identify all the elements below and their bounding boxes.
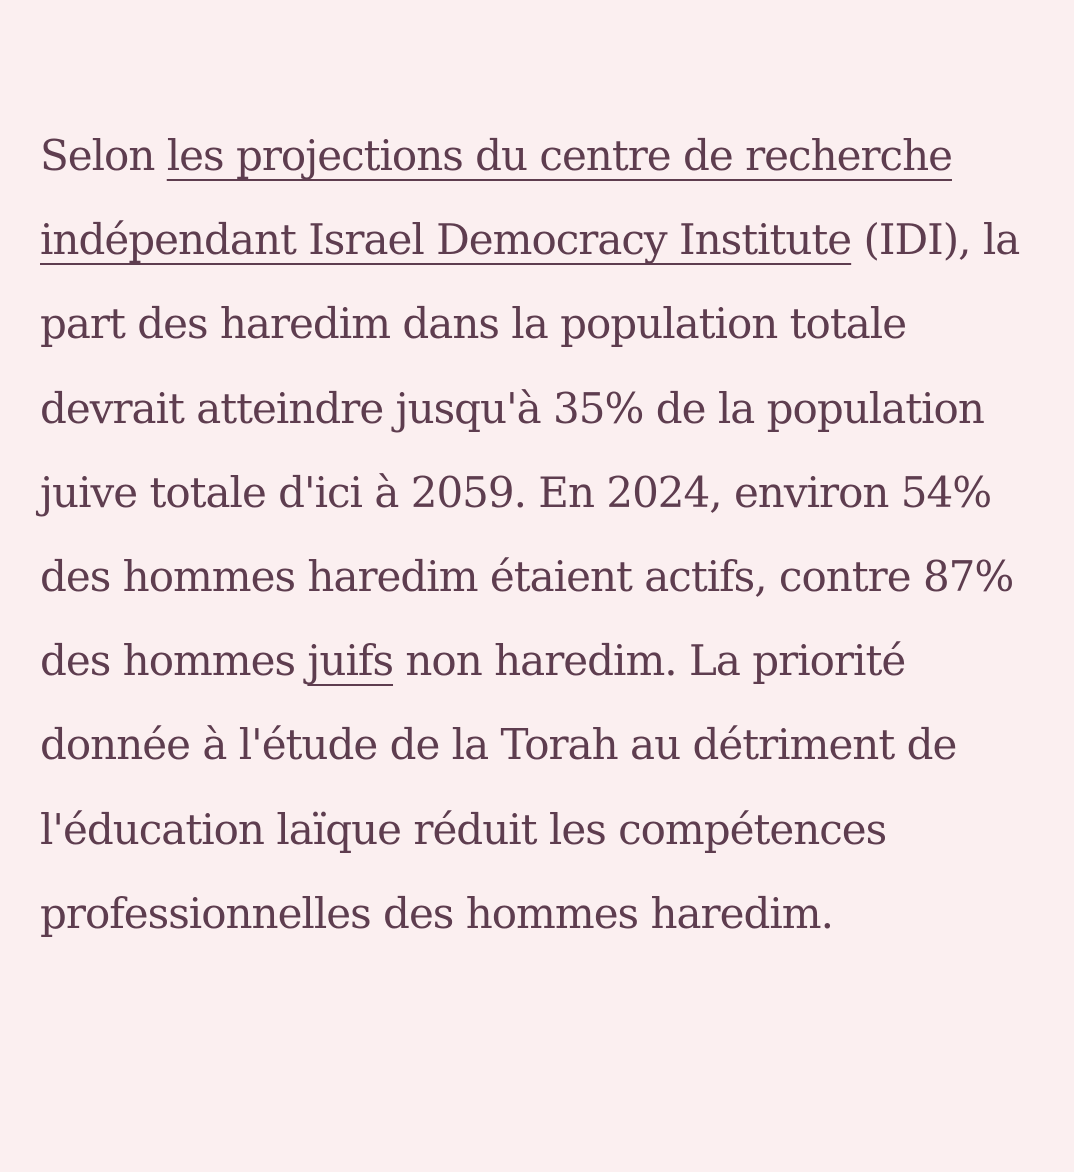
juifs-link[interactable]: juifs — [307, 636, 394, 686]
paragraph-text: Selon — [40, 131, 167, 180]
idi-projections-link[interactable]: les projections du centre de recherche i… — [40, 131, 953, 265]
paragraph-text: (IDI), la part des haredim dans la popul… — [40, 215, 1020, 686]
article-paragraph: Selon les projections du centre de reche… — [40, 114, 1032, 956]
paragraph-text: non haredim. La priorité donnée à l'étud… — [40, 636, 957, 938]
